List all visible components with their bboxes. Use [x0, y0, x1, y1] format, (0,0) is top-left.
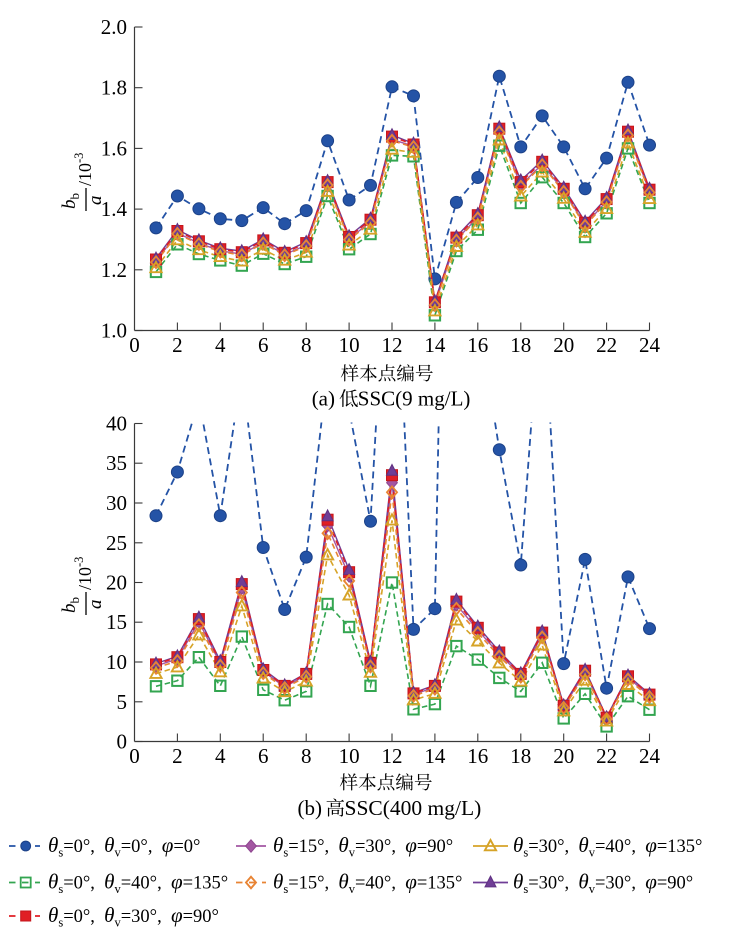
svg-text:θs=30°, θv=30°, φ=90°: θs=30°, θv=30°, φ=90° [513, 869, 693, 896]
svg-text:14: 14 [424, 744, 446, 768]
svg-text:a: a [85, 600, 106, 610]
svg-text:8: 8 [301, 333, 312, 357]
svg-text:14: 14 [424, 333, 446, 357]
svg-text:15: 15 [106, 610, 127, 634]
svg-text:16: 16 [467, 744, 488, 768]
svg-text:16: 16 [467, 333, 488, 357]
svg-text:θs=30°, θv=40°, φ=135°: θs=30°, θv=40°, φ=135° [513, 833, 702, 860]
svg-text:SSC(9 mg/L): SSC(9 mg/L) [358, 387, 471, 411]
svg-text:1.8: 1.8 [101, 76, 127, 100]
svg-text:2.0: 2.0 [101, 15, 127, 39]
svg-text:a: a [85, 196, 106, 206]
svg-text:18: 18 [510, 744, 531, 768]
svg-text:4: 4 [215, 333, 226, 357]
svg-text:0: 0 [117, 730, 128, 754]
svg-text:SSC(400 mg/L): SSC(400 mg/L) [345, 796, 482, 820]
svg-text:35: 35 [106, 451, 127, 475]
svg-text:(a): (a) [312, 387, 335, 411]
svg-text:θs=0°, θv=0°, φ=0°: θs=0°, θv=0°, φ=0° [48, 833, 200, 860]
svg-text:8: 8 [301, 744, 312, 768]
svg-text:0: 0 [129, 744, 140, 768]
svg-text:5: 5 [117, 690, 128, 714]
svg-text:10: 10 [106, 650, 127, 674]
svg-text:40: 40 [106, 412, 127, 436]
svg-text:18: 18 [510, 333, 531, 357]
svg-text:1.2: 1.2 [101, 258, 127, 282]
svg-text:(b): (b) [298, 796, 323, 820]
svg-text:25: 25 [106, 531, 127, 555]
svg-text:22: 22 [596, 744, 617, 768]
svg-text:20: 20 [106, 571, 127, 595]
svg-text:30: 30 [106, 491, 127, 515]
svg-text:6: 6 [258, 333, 269, 357]
svg-text:4: 4 [215, 744, 226, 768]
svg-text:20: 20 [553, 333, 574, 357]
svg-text:20: 20 [553, 744, 574, 768]
svg-text:θs=0°, θv=30°, φ=90°: θs=0°, θv=30°, φ=90° [48, 903, 219, 930]
svg-text:2: 2 [172, 333, 183, 357]
svg-text:θs=15°, θv=40°, φ=135°: θs=15°, θv=40°, φ=135° [273, 869, 462, 896]
svg-text:1.6: 1.6 [101, 136, 127, 160]
svg-text:10: 10 [339, 333, 360, 357]
svg-text:24: 24 [639, 744, 661, 768]
svg-text:10: 10 [339, 744, 360, 768]
svg-text:24: 24 [639, 333, 661, 357]
svg-text:θs=15°, θv=30°, φ=90°: θs=15°, θv=30°, φ=90° [273, 833, 453, 860]
svg-text:1.0: 1.0 [101, 319, 127, 343]
svg-text:θs=0°, θv=40°, φ=135°: θs=0°, θv=40°, φ=135° [48, 869, 228, 896]
svg-text:12: 12 [382, 744, 403, 768]
svg-text:2: 2 [172, 744, 183, 768]
svg-text:6: 6 [258, 744, 269, 768]
svg-text:22: 22 [596, 333, 617, 357]
svg-text:0: 0 [129, 333, 140, 357]
svg-text:12: 12 [382, 333, 403, 357]
svg-text:1.4: 1.4 [101, 197, 128, 221]
